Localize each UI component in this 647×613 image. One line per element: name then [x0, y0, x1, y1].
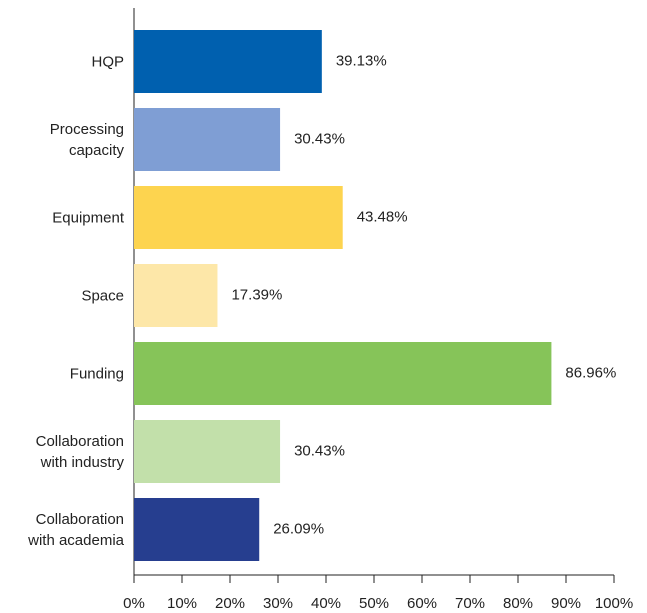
x-tick-label: 40% — [311, 595, 341, 612]
value-label: 86.96% — [565, 364, 616, 381]
category-label: Processing capacity — [49, 120, 124, 159]
x-tick-label: 20% — [215, 595, 245, 612]
bar — [134, 498, 260, 561]
value-label: 17.39% — [231, 286, 282, 303]
x-tick-label: 80% — [503, 595, 533, 612]
bar — [134, 108, 281, 171]
bar — [134, 342, 552, 405]
x-tick-label: 70% — [455, 595, 485, 612]
x-tick-label: 30% — [263, 595, 293, 612]
bar — [134, 30, 322, 93]
category-label: HQP — [91, 53, 124, 70]
x-tick-label: 100% — [595, 595, 633, 612]
bar — [134, 264, 218, 327]
category-label: Collaboration with academia — [28, 510, 124, 549]
value-label: 43.48% — [357, 208, 408, 225]
category-label: Equipment — [52, 209, 124, 226]
category-label: Collaboration with industry — [35, 432, 124, 471]
bar — [134, 186, 343, 249]
value-label: 30.43% — [294, 130, 345, 147]
bar — [134, 420, 281, 483]
x-tick-label: 90% — [551, 595, 581, 612]
x-tick-label: 10% — [167, 595, 197, 612]
value-label: 30.43% — [294, 442, 345, 459]
x-tick-label: 0% — [123, 595, 145, 612]
category-label: Funding — [69, 365, 124, 382]
category-label: Space — [81, 287, 124, 304]
value-label: 26.09% — [273, 520, 324, 537]
value-label: 39.13% — [336, 52, 387, 69]
x-tick-label: 50% — [359, 595, 389, 612]
x-tick-label: 60% — [407, 595, 437, 612]
